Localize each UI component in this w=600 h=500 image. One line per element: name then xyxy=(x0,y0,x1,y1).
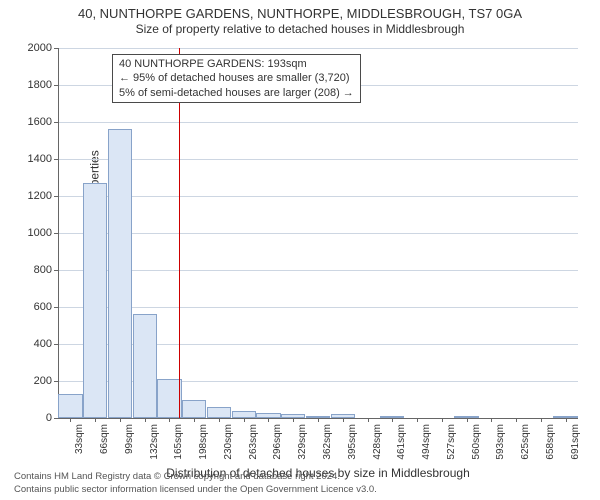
y-tick-label: 0 xyxy=(12,412,52,424)
x-tick-mark xyxy=(145,418,146,422)
grid-line xyxy=(58,307,578,308)
x-tick-mark xyxy=(194,418,195,422)
x-tick-mark xyxy=(516,418,517,422)
histogram-bar xyxy=(232,411,256,418)
y-tick-label: 1200 xyxy=(12,190,52,202)
x-tick-mark xyxy=(244,418,245,422)
x-tick-mark xyxy=(268,418,269,422)
y-tick-label: 2000 xyxy=(12,42,52,54)
y-tick-label: 600 xyxy=(12,301,52,313)
footer-copyright-1: Contains HM Land Registry data © Crown c… xyxy=(14,471,340,482)
histogram-bar xyxy=(58,394,82,418)
x-tick-mark xyxy=(566,418,567,422)
x-tick-mark xyxy=(70,418,71,422)
x-tick-mark xyxy=(368,418,369,422)
y-tick-label: 1600 xyxy=(12,116,52,128)
x-tick-mark xyxy=(541,418,542,422)
y-axis-line xyxy=(58,48,59,418)
y-tick-label: 1000 xyxy=(12,227,52,239)
grid-line xyxy=(58,159,578,160)
y-tick-label: 200 xyxy=(12,375,52,387)
y-tick-label: 1400 xyxy=(12,153,52,165)
grid-line xyxy=(58,48,578,49)
property-marker-line xyxy=(179,48,180,418)
grid-line xyxy=(58,233,578,234)
histogram-bar xyxy=(108,129,132,418)
x-tick-mark xyxy=(417,418,418,422)
info-box: 40 NUNTHORPE GARDENS: 193sqm← 95% of det… xyxy=(112,54,361,103)
x-tick-mark xyxy=(318,418,319,422)
x-tick-mark xyxy=(293,418,294,422)
x-tick-mark xyxy=(491,418,492,422)
footer-copyright-2: Contains public sector information licen… xyxy=(14,484,377,495)
histogram-bar xyxy=(83,183,107,418)
histogram-bar xyxy=(182,400,206,419)
x-tick-mark xyxy=(219,418,220,422)
grid-line xyxy=(58,196,578,197)
y-tick-label: 800 xyxy=(12,264,52,276)
x-tick-mark xyxy=(169,418,170,422)
histogram-bar xyxy=(133,314,157,418)
x-tick-mark xyxy=(467,418,468,422)
page-subtitle: Size of property relative to detached ho… xyxy=(0,22,600,37)
x-tick-mark xyxy=(392,418,393,422)
grid-line xyxy=(58,270,578,271)
x-tick-mark xyxy=(343,418,344,422)
histogram-bar xyxy=(207,407,231,418)
y-tick-label: 1800 xyxy=(12,79,52,91)
x-tick-mark xyxy=(95,418,96,422)
x-tick-mark xyxy=(120,418,121,422)
info-box-line: ← 95% of detached houses are smaller (3,… xyxy=(119,71,354,85)
histogram-chart: Number of detached properties 0200400600… xyxy=(58,48,578,418)
info-box-line: 40 NUNTHORPE GARDENS: 193sqm xyxy=(119,57,354,71)
histogram-bar xyxy=(157,379,181,418)
page-title: 40, NUNTHORPE GARDENS, NUNTHORPE, MIDDLE… xyxy=(0,6,600,22)
grid-line xyxy=(58,122,578,123)
y-tick-label: 400 xyxy=(12,338,52,350)
x-tick-mark xyxy=(442,418,443,422)
info-box-line: 5% of semi-detached houses are larger (2… xyxy=(119,86,354,100)
